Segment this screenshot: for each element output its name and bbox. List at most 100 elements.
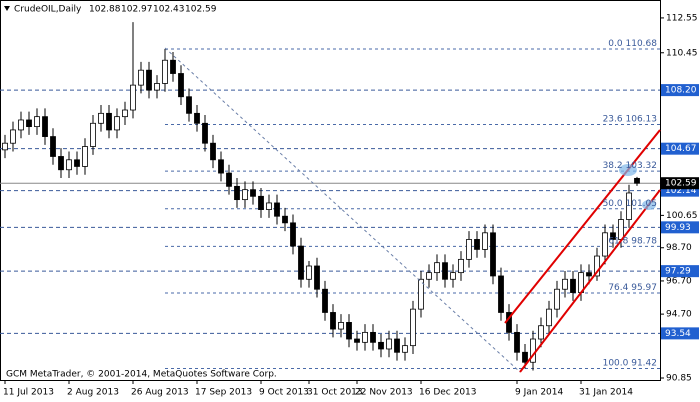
candle-body [466,239,472,260]
candle-body [170,59,176,74]
y-tick-label: 98.70 [666,243,692,253]
fib-price: 95.97 [631,283,657,293]
candle-body [498,275,504,313]
candle-body [194,112,200,124]
candle-body [482,232,488,250]
candle-body [386,338,392,350]
candle-body [490,232,496,277]
candle-body [586,272,592,277]
fib-level: 100.0 [603,358,629,368]
level-box [661,265,699,278]
fib-trendline [164,47,521,373]
candle-body [554,288,560,310]
candle-body [458,258,464,274]
candle-body [522,351,528,363]
level-label: 99.93 [665,223,691,233]
header-icon [4,6,10,11]
level-box [661,84,699,97]
candle-body [154,83,160,91]
header-value: 102.43 [153,5,185,15]
candle-body [2,142,8,151]
x-tick-label: 31 Jan 2014 [579,388,633,398]
candle-body [314,265,320,290]
candle-body [138,69,144,86]
candle-body [114,116,120,131]
fib-label: 76.4 95.97 [608,283,657,293]
level-label: 104.67 [665,144,697,154]
x-tick-label: 22 Nov 2013 [355,388,413,398]
fib-level: 61.8 [608,236,628,246]
level-box [661,327,699,340]
candle-body [242,189,248,201]
highlight-marker [642,200,656,210]
candle-body [58,156,64,171]
candle-body [306,265,312,280]
fib-price: 101.05 [626,198,658,208]
y-tick-label: 94.70 [666,310,692,320]
candle-body [450,272,456,280]
candle-body [634,177,640,184]
candle-body [290,222,296,247]
candle-body [322,288,328,313]
candle-body [418,278,424,310]
fib-label: 61.8 98.78 [608,236,657,246]
candle-body [410,308,416,347]
y-tick-label: 110.45 [666,48,698,58]
level-box [661,221,699,234]
x-tick-label: 9 Oct 2013 [259,388,309,398]
level-label: 97.29 [665,267,691,277]
candle-body [266,202,272,210]
candle-body [538,325,544,340]
fib-level: 76.4 [608,283,628,293]
fib-label: 100.0 91.42 [603,358,657,368]
fib-label: 38.2 103.32 [603,161,657,171]
fib-price: 98.78 [631,236,657,246]
candle-body [90,122,96,147]
fib-label: 0.0 110.68 [608,38,657,48]
candle-body [130,84,136,111]
candle-body [162,59,168,84]
candle-body [362,331,368,343]
candle-body [122,109,128,118]
candle-body [338,322,344,330]
candle-body [26,119,32,128]
fib-level: 0.0 [608,38,623,48]
level-label: 93.54 [665,329,691,339]
candle-body [330,312,336,330]
x-tick-label: 11 Jul 2013 [3,388,54,398]
candle-body [394,338,400,353]
candle-body [18,119,24,131]
header-value: 102.88 [89,5,121,15]
candle-body [282,215,288,224]
candle-body [218,159,224,174]
candle-body [298,245,304,280]
fib-level: 23.6 [603,114,623,124]
candle-body [594,255,600,277]
header-value: 102.97 [121,5,153,15]
header-value: 102.59 [185,5,217,15]
candle-body [82,146,88,167]
candle-body [42,116,48,137]
candle-body [74,159,80,167]
footer: GCM MetaTrader, © 2001-2014, MetaQuotes … [6,370,277,380]
candle-body [234,185,240,201]
candle-body [434,262,440,274]
candle-body [610,232,616,240]
x-tick-label: 2 Aug 2013 [67,388,119,398]
candle-body [274,202,280,217]
fib-price: 91.42 [631,358,657,368]
fib-label: 23.6 106.13 [603,114,657,124]
candle-body [546,308,552,327]
current-price-box [661,177,699,190]
x-tick-label: 9 Jan 2014 [515,388,563,398]
candle-body [34,116,40,128]
candle-body [10,129,16,144]
candle-body [50,136,56,157]
x-tick-label: 16 Dec 2013 [419,388,477,398]
candle-body [258,195,264,210]
candle-body [514,331,520,353]
candle-body [626,192,632,220]
candle-body [146,69,152,91]
current-price-label: 102.59 [665,179,697,189]
